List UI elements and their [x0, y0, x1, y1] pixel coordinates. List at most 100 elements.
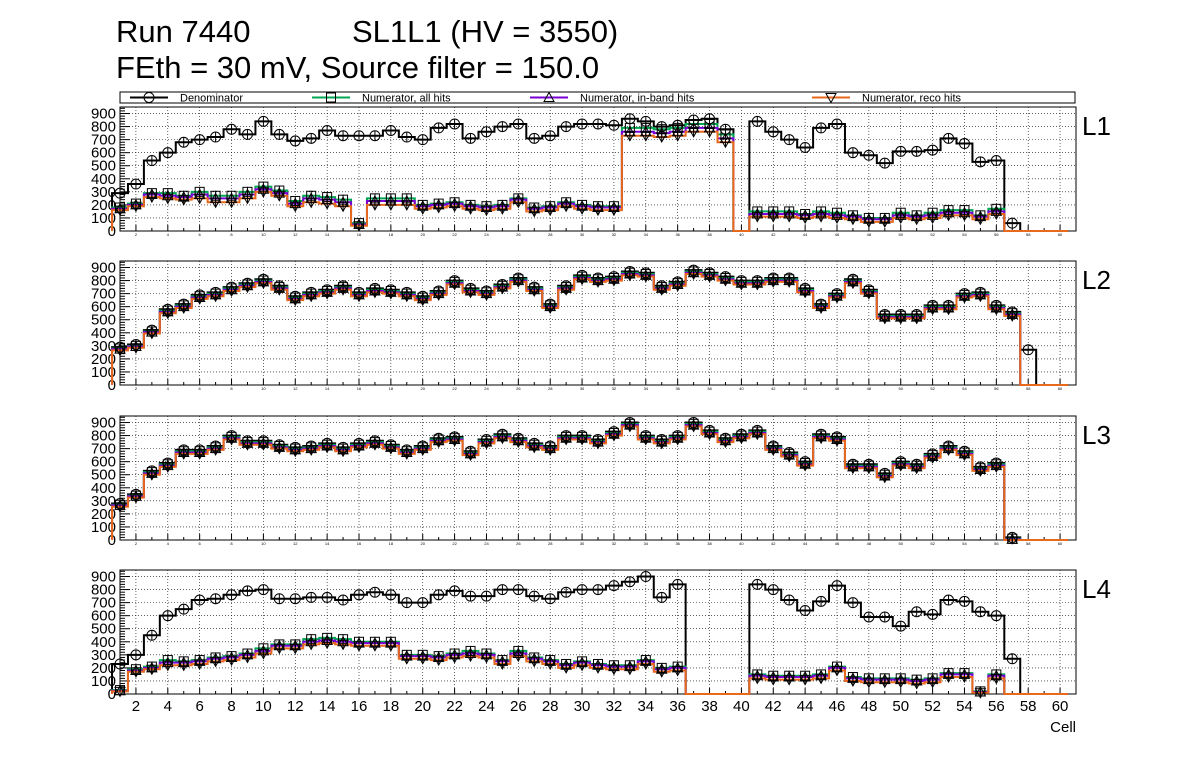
x-tick-label: 2	[135, 541, 138, 546]
data-point-reco_hits	[894, 677, 907, 689]
data-point-reco_hits	[767, 445, 780, 456]
x-tick-label: 36	[675, 232, 680, 237]
x-tick-label: 6	[199, 232, 202, 237]
data-point-reco_hits	[592, 663, 604, 674]
data-point-reco_hits	[273, 643, 286, 655]
data-point-reco_hits	[225, 286, 238, 298]
data-point-denominator	[911, 606, 923, 618]
data-point-denominator	[337, 130, 349, 142]
data-point-reco_hits	[783, 675, 796, 686]
x-tick-label: 54	[956, 698, 973, 715]
data-point-reco_hits	[847, 676, 859, 687]
data-point-reco_hits	[528, 206, 541, 218]
y-tick-label: 100	[91, 673, 116, 690]
data-point-denominator	[544, 130, 556, 142]
data-point-denominator	[337, 594, 349, 606]
data-point-denominator	[767, 584, 779, 596]
data-point-denominator	[130, 178, 142, 190]
data-point-reco_hits	[608, 276, 620, 287]
data-point-reco_hits	[416, 445, 429, 456]
x-tick-label: 12	[293, 232, 298, 237]
data-point-reco_hits	[225, 434, 238, 446]
x-tick-label: 18	[383, 698, 400, 715]
x-tick-label: 12	[293, 541, 298, 546]
data-point-denominator	[289, 135, 301, 147]
data-point-denominator	[783, 594, 795, 606]
data-point-reco_hits	[289, 446, 302, 458]
y-tick-label: 700	[91, 286, 116, 303]
data-point-reco_hits	[624, 131, 636, 142]
data-point-reco_hits	[209, 291, 222, 303]
x-tick-label: 18	[389, 232, 394, 237]
data-point-reco_hits	[177, 449, 190, 460]
data-point-reco_hits	[321, 638, 333, 650]
x-tick-label: 40	[739, 232, 744, 237]
data-point-denominator	[1006, 653, 1018, 665]
data-point-reco_hits	[847, 214, 859, 226]
data-point-reco_hits	[863, 677, 875, 689]
data-point-reco_hits	[337, 201, 349, 213]
data-point-denominator	[958, 595, 970, 607]
y-tick-label: 500	[91, 312, 116, 329]
x-tick-label: 40	[739, 541, 744, 546]
x-tick-label: 32	[612, 232, 617, 237]
data-point-reco_hits	[863, 463, 875, 475]
data-point-denominator	[210, 131, 222, 143]
x-tick-label: 54	[962, 232, 967, 237]
data-point-denominator	[974, 606, 986, 618]
data-point-reco_hits	[400, 449, 413, 460]
x-tick-label: 10	[261, 386, 266, 391]
data-point-reco_hits	[831, 666, 843, 677]
data-point-reco_hits	[655, 132, 668, 144]
data-point-reco_hits	[369, 287, 381, 299]
data-point-denominator	[608, 119, 620, 131]
legend-marker-3	[825, 93, 837, 104]
data-point-reco_hits	[114, 502, 126, 513]
data-point-reco_hits	[432, 203, 445, 214]
series-denominator	[111, 575, 1069, 695]
data-point-reco_hits	[942, 304, 955, 316]
data-point-reco_hits	[130, 343, 142, 354]
data-point-reco_hits	[305, 639, 318, 651]
x-tick-label: 2	[135, 386, 138, 391]
data-point-reco_hits	[369, 200, 381, 211]
data-point-denominator	[465, 132, 477, 144]
data-point-reco_hits	[783, 212, 796, 223]
x-tick-label: 18	[389, 541, 394, 546]
data-point-denominator	[943, 132, 955, 144]
x-tick-label: 58	[1026, 386, 1031, 391]
x-tick-label: 38	[707, 386, 712, 391]
data-point-reco_hits	[910, 679, 923, 690]
x-tick-label: 4	[167, 232, 170, 237]
y-tick-label: 600	[91, 299, 116, 316]
data-point-reco_hits	[496, 204, 509, 215]
data-point-reco_hits	[512, 277, 525, 288]
data-point-denominator	[847, 597, 859, 609]
x-tick-label: 24	[484, 541, 489, 546]
x-tick-label: 32	[606, 698, 623, 715]
x-tick-label: 30	[580, 232, 585, 237]
layer-label-l3: L3	[1082, 420, 1111, 450]
data-point-inband_hits	[1006, 533, 1019, 544]
y-tick-label: 900	[91, 415, 116, 432]
data-point-reco_hits	[655, 667, 668, 678]
y-tick-label: 900	[91, 569, 116, 586]
data-point-reco_hits	[926, 213, 939, 224]
data-point-reco_hits	[799, 213, 811, 224]
data-point-reco_hits	[926, 453, 939, 464]
data-point-denominator	[528, 132, 540, 144]
legend-label-1: Numerator, all hits	[362, 93, 451, 105]
data-point-denominator	[799, 141, 811, 153]
y-tick-label: 700	[91, 441, 116, 458]
x-tick-label: 16	[357, 232, 362, 237]
data-point-reco_hits	[130, 493, 142, 504]
data-point-reco_hits	[193, 294, 206, 305]
data-point-denominator	[656, 591, 668, 603]
data-point-reco_hits	[177, 660, 190, 672]
x-tick-label: 52	[930, 541, 935, 546]
x-tick-label: 24	[484, 386, 489, 391]
data-point-reco_hits	[910, 463, 923, 475]
x-tick-label: 34	[644, 541, 649, 546]
data-point-denominator	[449, 118, 461, 130]
